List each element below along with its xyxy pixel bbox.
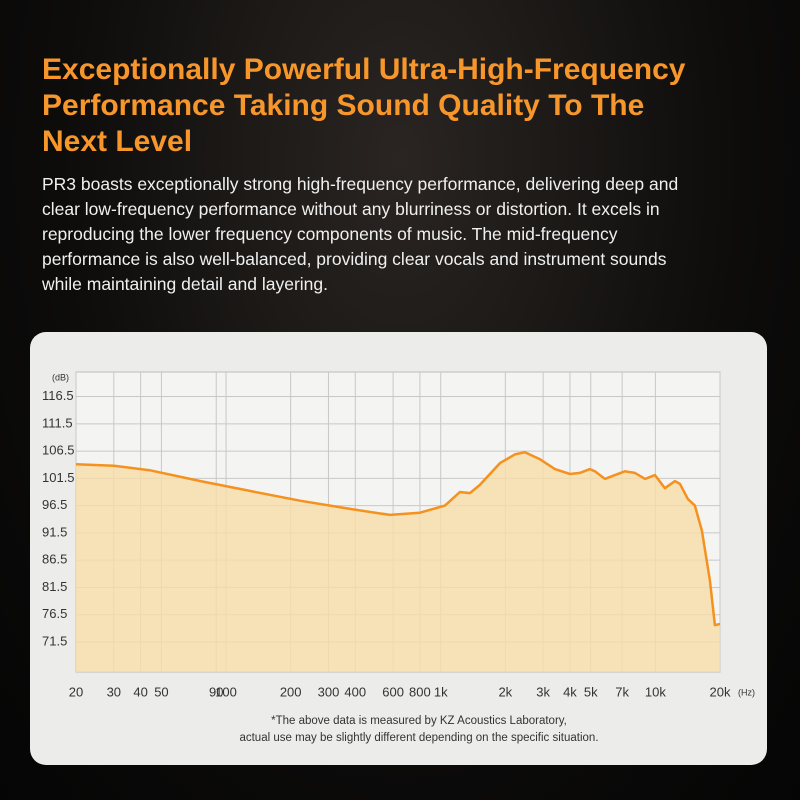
footnote: *The above data is measured by KZ Acoust… [271,715,567,727]
x-tick-label: 2k [498,684,512,699]
y-tick-label: 71.5 [42,633,67,648]
x-tick-label: 40 [133,684,147,699]
x-tick-label: 400 [344,684,366,699]
x-tick-label: 600 [382,684,404,699]
x-tick-label: 200 [280,684,302,699]
x-tick-label: 90 [209,684,223,699]
y-axis-label: (dB) [52,372,69,382]
heading: Exceptionally Powerful Ultra-High-Freque… [42,52,685,160]
y-tick-label: 111.5 [42,415,73,430]
y-tick-label: 81.5 [42,579,67,594]
heading-line: Next Level [42,125,193,158]
description: PR3 boasts exceptionally strong high-fre… [42,172,678,297]
y-tick-label: 86.5 [42,552,67,567]
line [75,450,721,627]
x-tick-label: 800 [409,684,431,699]
y-tick-label: 76.5 [42,606,67,621]
x-tick-label: 20 [69,684,83,699]
footnote: actual use may be slightly different dep… [239,732,598,744]
y-tick-label: 91.5 [42,524,67,539]
y-tick-label: 96.5 [42,497,67,512]
heading-line: Exceptionally Powerful Ultra-High-Freque… [42,53,686,86]
x-tick-label: 100 [215,684,237,699]
x-tick-label: 50 [154,684,168,699]
description-line: reproducing the lower frequency componen… [42,224,618,244]
x-tick-label: 5k [584,684,598,699]
y-tick-label: 101.5 [42,470,75,485]
description-line: performance is also well-balanced, provi… [42,249,667,269]
x-tick-label: 300 [318,684,340,699]
description-line: PR3 boasts exceptionally strong high-fre… [42,174,679,194]
x-tick-label: 3k [536,684,550,699]
y-tick-label: 116.5 [42,388,74,403]
heading-line: Performance Taking Sound Quality To The [42,89,645,122]
x-tick-label: 7k [615,684,629,699]
x-tick-label: 20k [710,684,731,699]
x-axis-label: (Hz) [738,687,755,697]
x-tick-label: 30 [107,684,121,699]
description-line: while maintaining detail and layering. [42,274,329,294]
x-tick-label: 4k [563,684,577,699]
area [76,452,720,672]
x-tick-label: 1k [434,684,448,699]
x-tick-label: 10k [645,684,666,699]
y-tick-label: 106.5 [42,443,75,458]
description-line: clear low-frequency performance without … [42,199,660,219]
